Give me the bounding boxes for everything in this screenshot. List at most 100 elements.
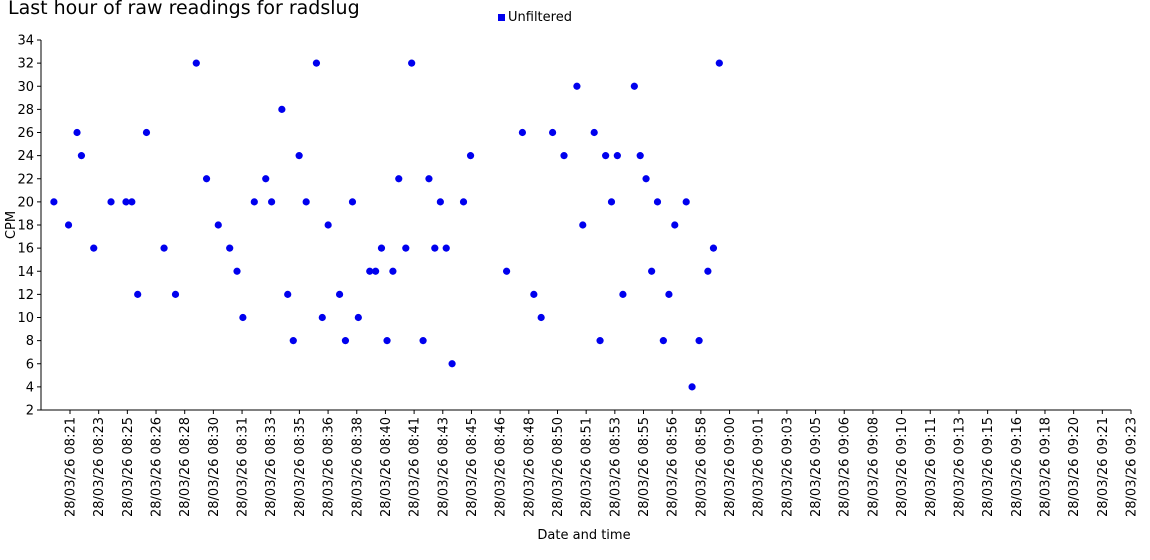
data-point — [335, 290, 344, 298]
data-point — [278, 105, 286, 113]
x-tick-label: 28/03/26 08:55 — [637, 417, 652, 517]
data-point — [233, 267, 241, 275]
data-point — [128, 198, 136, 206]
data-point — [636, 152, 644, 160]
x-tick-label: 28/03/26 08:53 — [608, 417, 623, 517]
x-tick-label: 28/03/26 08:43 — [436, 417, 451, 517]
data-point — [630, 82, 638, 90]
x-tick-label: 28/03/26 09:20 — [1067, 417, 1082, 517]
y-tick-label: 22 — [17, 172, 34, 187]
y-tick-label: 16 — [17, 242, 34, 257]
legend-label: Unfiltered — [508, 10, 572, 25]
x-tick-label: 28/03/26 08:28 — [178, 417, 193, 517]
y-tick-label: 26 — [17, 126, 34, 141]
data-point — [250, 198, 258, 206]
data-point — [659, 337, 667, 345]
x-tick-label: 28/03/26 08:30 — [207, 417, 222, 517]
data-point — [530, 290, 538, 298]
data-point — [590, 128, 598, 137]
data-point — [466, 152, 475, 160]
y-axis-label: CPM — [4, 211, 19, 239]
legend: Unfiltered — [498, 10, 572, 25]
data-point — [289, 337, 297, 345]
data-point — [134, 290, 142, 298]
data-point — [324, 221, 332, 229]
y-tick-label: 10 — [17, 311, 34, 326]
x-tick-label: 28/03/26 08:40 — [379, 417, 394, 517]
x-tick-label: 28/03/26 08:36 — [322, 417, 337, 517]
x-tick-label: 28/03/26 09:03 — [780, 417, 795, 517]
data-point — [122, 198, 130, 206]
data-point — [77, 152, 86, 160]
data-point — [295, 152, 303, 160]
chart-title: Last hour of raw readings for radslug — [8, 0, 360, 19]
data-point — [502, 267, 511, 275]
data-point — [573, 82, 581, 90]
data-point — [284, 290, 292, 298]
data-point — [602, 152, 610, 160]
data-point — [448, 360, 456, 368]
data-point — [402, 244, 410, 252]
data-point — [704, 267, 712, 275]
data-point — [389, 267, 397, 275]
y-tick-label: 2 — [26, 404, 34, 419]
x-tick-label: 28/03/26 09:06 — [838, 417, 853, 517]
data-point — [50, 198, 58, 206]
data-point — [682, 198, 690, 206]
data-point — [192, 59, 200, 67]
data-point — [459, 198, 468, 206]
data-point — [372, 267, 380, 275]
x-tick-label: 28/03/26 09:01 — [752, 417, 767, 517]
data-point — [688, 383, 696, 391]
x-tick-label: 28/03/26 08:33 — [264, 417, 279, 517]
x-tick-label: 28/03/26 08:48 — [522, 417, 537, 517]
x-tick-label: 28/03/26 09:10 — [895, 417, 910, 517]
y-tick-label: 12 — [17, 288, 34, 303]
x-tick-label: 28/03/26 08:58 — [694, 417, 709, 517]
data-point — [64, 221, 73, 229]
data-point — [73, 128, 81, 137]
x-tick-label: 28/03/26 08:35 — [293, 417, 308, 517]
x-tick-label: 28/03/26 08:56 — [666, 417, 681, 517]
data-point — [142, 128, 151, 137]
data-point — [425, 175, 433, 183]
x-tick-label: 28/03/26 08:45 — [465, 417, 480, 517]
x-tick-label: 28/03/26 08:46 — [494, 417, 509, 517]
legend-marker-icon — [498, 14, 505, 21]
data-point — [431, 244, 439, 252]
data-point — [214, 221, 222, 229]
y-tick-label: 28 — [17, 103, 34, 118]
x-tick-label: 28/03/26 09:15 — [981, 417, 996, 517]
y-tick-label: 18 — [17, 219, 34, 234]
data-point — [366, 267, 374, 275]
y-tick-label: 20 — [17, 195, 34, 210]
data-point — [695, 337, 703, 345]
data-point — [613, 152, 621, 160]
y-tick-label: 14 — [17, 265, 34, 280]
data-point — [665, 290, 673, 298]
x-axis-ticks: 28/03/26 08:21 28/03/26 08:23 28/03/26 08:… — [64, 410, 1140, 517]
x-tick-label: 28/03/26 09:13 — [952, 417, 967, 517]
x-axis-label: Date and time — [537, 528, 630, 543]
x-tick-label: 28/03/26 08:23 — [92, 417, 107, 517]
data-points — [50, 59, 723, 391]
data-point — [302, 198, 310, 206]
x-tick-label: 28/03/26 08:50 — [551, 417, 566, 517]
data-point — [395, 175, 403, 183]
data-point — [518, 128, 527, 137]
data-point — [348, 198, 357, 206]
y-tick-label: 8 — [26, 334, 34, 349]
x-tick-label: 28/03/26 09:05 — [809, 417, 824, 517]
y-tick-label: 32 — [17, 57, 34, 72]
x-tick-label: 28/03/26 08:26 — [150, 417, 165, 517]
data-point — [671, 221, 679, 229]
data-point — [107, 198, 115, 206]
x-tick-label: 28/03/26 09:11 — [924, 417, 939, 517]
data-point — [312, 59, 321, 67]
data-point — [709, 244, 718, 252]
x-tick-label: 28/03/26 09:18 — [1038, 417, 1053, 517]
x-tick-label: 28/03/26 08:38 — [350, 417, 365, 517]
y-tick-label: 30 — [17, 80, 34, 95]
